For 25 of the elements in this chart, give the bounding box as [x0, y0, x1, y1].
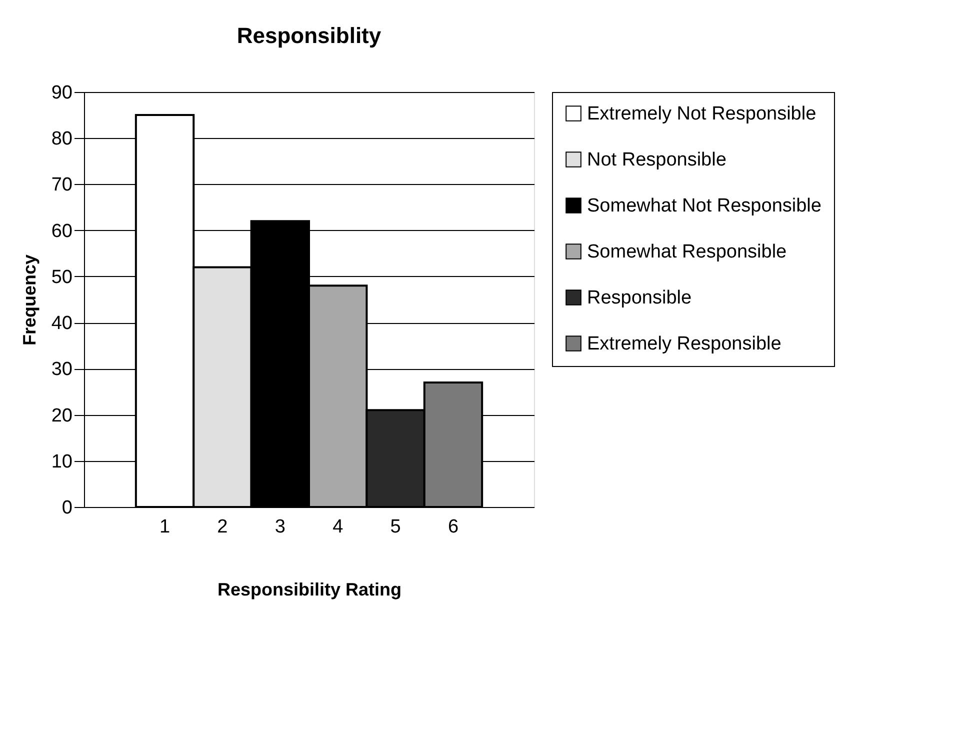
chart-title: Responsiblity [236, 23, 382, 48]
legend-label: Extremely Responsible [587, 334, 782, 354]
legend-label: Somewhat Responsible [587, 242, 787, 262]
y-tick-label: 10 [51, 451, 72, 472]
x-tick-label: 1 [159, 516, 170, 538]
y-tick-label: 30 [51, 359, 72, 380]
x-tick-label: 3 [274, 516, 286, 538]
y-tick-label: 90 [51, 82, 72, 104]
y-tick-label: 60 [51, 220, 72, 242]
legend-label: Responsible [587, 288, 692, 308]
x-tick-label: 2 [217, 516, 228, 538]
x-tick-label: 6 [448, 516, 459, 538]
y-tick-label: 0 [62, 498, 72, 518]
legend-label: Extremely Not Responsible [587, 104, 816, 124]
y-axis-title: Frequency [19, 254, 40, 346]
legend-label: Somewhat Not Responsible [587, 196, 822, 216]
x-axis-title: Responsibility Rating [217, 580, 402, 600]
y-tick-label: 70 [51, 174, 72, 196]
y-tick-label: 80 [51, 128, 72, 150]
y-tick-label: 20 [51, 405, 72, 426]
x-tick-label: 5 [390, 516, 401, 538]
legend-label: Not Responsible [587, 150, 726, 170]
y-tick-label: 50 [51, 266, 72, 288]
x-tick-label: 4 [332, 516, 344, 538]
y-tick-label: 40 [51, 313, 72, 334]
